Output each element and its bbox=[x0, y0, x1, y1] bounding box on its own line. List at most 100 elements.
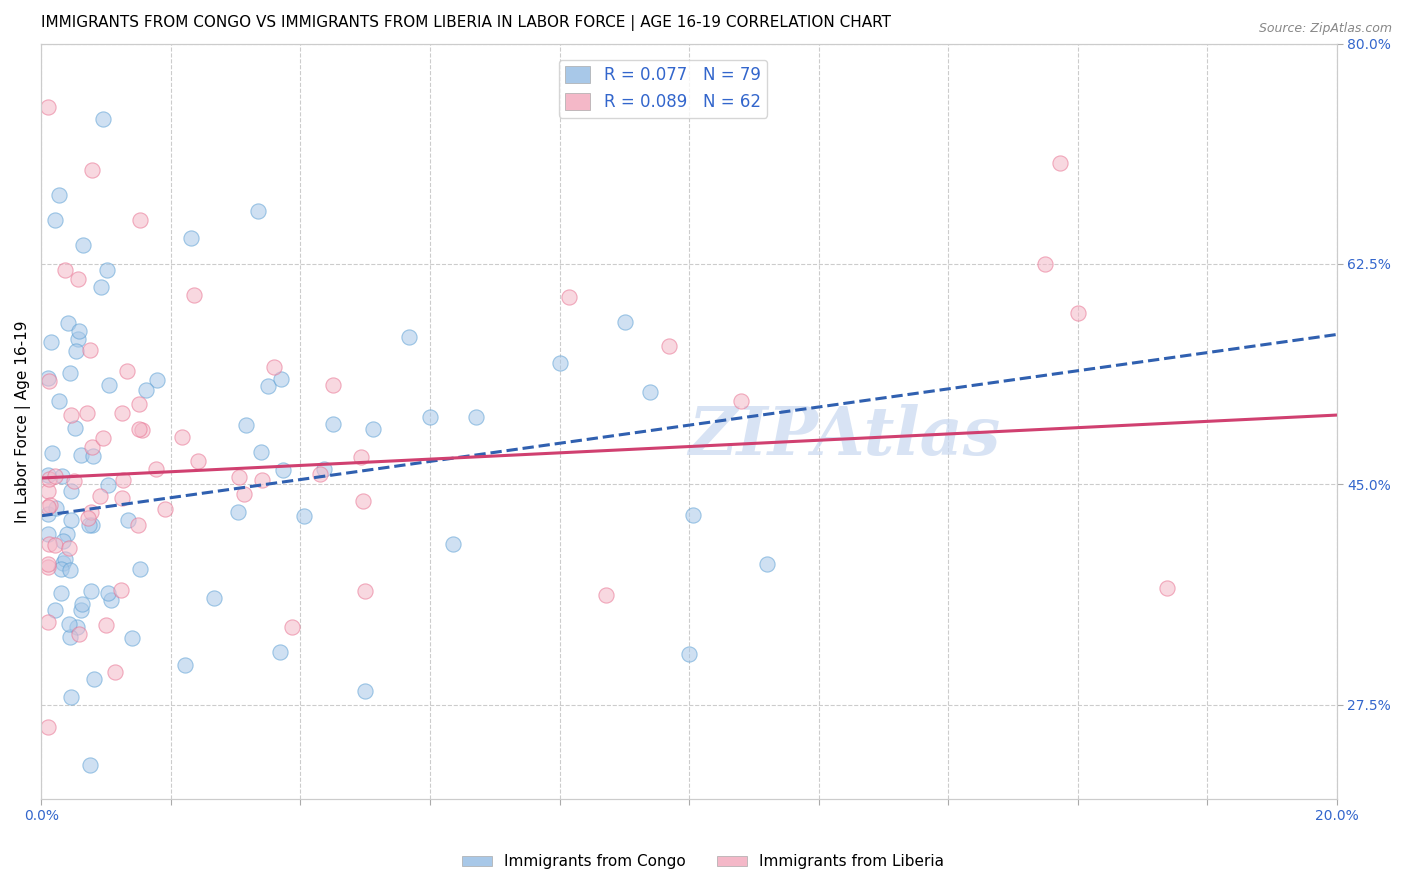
Point bbox=[233, 487, 256, 501]
Point bbox=[69, 603, 91, 617]
Point bbox=[82, 440, 104, 454]
Point bbox=[39, 498, 62, 512]
Point bbox=[45, 501, 67, 516]
Point bbox=[37, 720, 59, 734]
Point bbox=[595, 588, 617, 602]
Point bbox=[66, 333, 89, 347]
Point bbox=[49, 562, 72, 576]
Point bbox=[110, 582, 132, 597]
Point bbox=[51, 586, 73, 600]
Point bbox=[352, 494, 374, 508]
Point bbox=[441, 536, 464, 550]
Point bbox=[79, 758, 101, 772]
Point bbox=[558, 289, 581, 303]
Point bbox=[37, 484, 59, 499]
Point bbox=[104, 665, 127, 680]
Point bbox=[250, 444, 273, 458]
Point bbox=[58, 541, 80, 556]
Point bbox=[48, 394, 70, 409]
Point bbox=[121, 631, 143, 645]
Point bbox=[44, 603, 66, 617]
Point bbox=[38, 472, 60, 486]
Point bbox=[65, 344, 87, 359]
Point bbox=[128, 213, 150, 227]
Point bbox=[419, 409, 441, 424]
Point bbox=[69, 448, 91, 462]
Point bbox=[38, 537, 60, 551]
Point bbox=[41, 446, 63, 460]
Point bbox=[66, 620, 89, 634]
Point bbox=[353, 584, 375, 599]
Point bbox=[97, 478, 120, 492]
Point bbox=[79, 583, 101, 598]
Y-axis label: In Labor Force | Age 16-19: In Labor Force | Age 16-19 bbox=[15, 320, 31, 523]
Point bbox=[41, 334, 63, 349]
Point bbox=[235, 417, 257, 432]
Point bbox=[58, 617, 80, 632]
Point bbox=[682, 508, 704, 523]
Point bbox=[658, 339, 681, 353]
Point bbox=[44, 213, 66, 227]
Point bbox=[38, 374, 60, 388]
Point bbox=[322, 417, 344, 432]
Point bbox=[170, 430, 193, 444]
Point bbox=[37, 500, 59, 515]
Point bbox=[180, 231, 202, 245]
Point bbox=[83, 672, 105, 686]
Point bbox=[187, 454, 209, 468]
Point bbox=[270, 372, 292, 386]
Point bbox=[309, 467, 332, 481]
Point bbox=[56, 527, 79, 541]
Point bbox=[183, 288, 205, 302]
Point bbox=[257, 378, 280, 392]
Point bbox=[292, 509, 315, 524]
Point bbox=[1049, 156, 1071, 170]
Point bbox=[117, 513, 139, 527]
Point bbox=[115, 364, 138, 378]
Point bbox=[174, 657, 197, 672]
Text: Source: ZipAtlas.com: Source: ZipAtlas.com bbox=[1258, 22, 1392, 36]
Point bbox=[59, 690, 82, 704]
Point bbox=[37, 507, 59, 521]
Point bbox=[80, 505, 103, 519]
Point bbox=[82, 449, 104, 463]
Point bbox=[322, 378, 344, 392]
Point bbox=[97, 586, 120, 600]
Point bbox=[72, 238, 94, 252]
Point bbox=[53, 552, 76, 566]
Text: IMMIGRANTS FROM CONGO VS IMMIGRANTS FROM LIBERIA IN LABOR FORCE | AGE 16-19 CORR: IMMIGRANTS FROM CONGO VS IMMIGRANTS FROM… bbox=[41, 15, 891, 31]
Point bbox=[70, 597, 93, 611]
Point bbox=[52, 533, 75, 548]
Point bbox=[250, 473, 273, 487]
Point bbox=[354, 684, 377, 698]
Point bbox=[37, 560, 59, 574]
Point bbox=[80, 517, 103, 532]
Point bbox=[111, 406, 134, 420]
Point bbox=[314, 462, 336, 476]
Point bbox=[269, 645, 291, 659]
Point bbox=[271, 462, 294, 476]
Point bbox=[96, 263, 118, 277]
Point bbox=[98, 378, 121, 392]
Point bbox=[678, 647, 700, 661]
Point bbox=[146, 373, 169, 387]
Point bbox=[135, 383, 157, 397]
Point bbox=[67, 272, 90, 286]
Point bbox=[51, 469, 73, 483]
Point bbox=[131, 423, 153, 437]
Point bbox=[89, 490, 111, 504]
Point bbox=[59, 366, 82, 380]
Point bbox=[62, 475, 84, 489]
Point bbox=[281, 620, 304, 634]
Point bbox=[37, 100, 59, 114]
Point bbox=[59, 563, 82, 577]
Point bbox=[60, 409, 83, 423]
Text: ZIPAtlas: ZIPAtlas bbox=[689, 404, 1001, 469]
Point bbox=[37, 615, 59, 630]
Point bbox=[127, 518, 149, 533]
Point bbox=[79, 518, 101, 533]
Point bbox=[128, 422, 150, 436]
Point bbox=[548, 356, 571, 370]
Point bbox=[1156, 581, 1178, 595]
Legend: Immigrants from Congo, Immigrants from Liberia: Immigrants from Congo, Immigrants from L… bbox=[456, 848, 950, 875]
